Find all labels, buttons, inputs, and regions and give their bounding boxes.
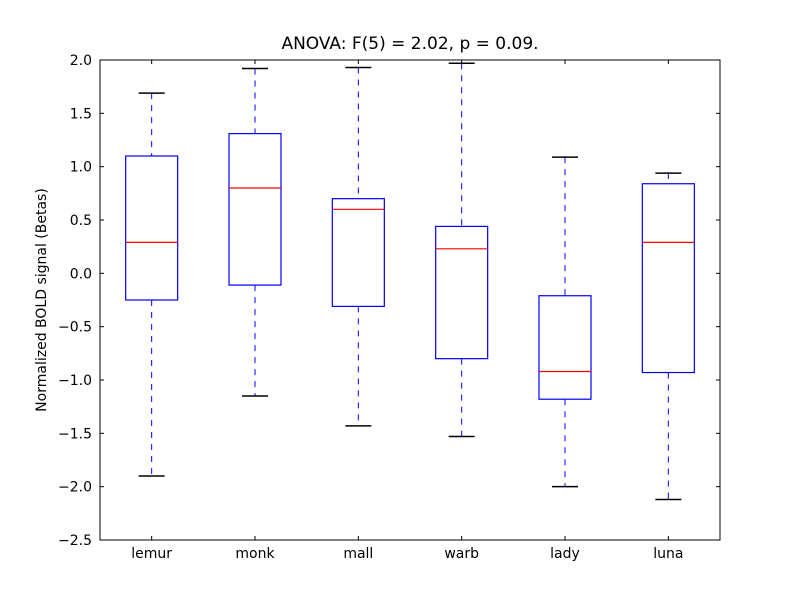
box-lemur (125, 155, 179, 301)
box-lady (538, 295, 592, 400)
y-axis-label: Normalized BOLD signal (Betas) (34, 188, 50, 412)
y-tick-label: −1.5 (58, 426, 92, 442)
y-tick-label: −1.0 (58, 373, 92, 389)
box-warb (435, 225, 489, 360)
y-tick-label: 2.0 (70, 53, 92, 69)
x-tick-label: lemur (131, 546, 172, 562)
chart-title: ANOVA: F(5) = 2.02, p = 0.09. (281, 34, 538, 54)
x-tick-label: warb (444, 546, 479, 562)
box-mall (331, 198, 385, 308)
y-tick-label: −0.5 (58, 320, 92, 336)
y-tick-label: 1.0 (70, 160, 92, 176)
y-tick-label: 0.5 (70, 213, 92, 229)
y-tick-label: −2.0 (58, 480, 92, 496)
box-luna (641, 183, 695, 374)
x-tick-label: mall (343, 546, 373, 562)
x-tick-label: monk (235, 546, 275, 562)
y-tick-label: 0.0 (70, 266, 92, 282)
y-tick-label: −2.5 (58, 533, 92, 549)
axes-frame (99, 59, 721, 541)
y-tick-label: 1.5 (70, 106, 92, 122)
box-monk (228, 133, 282, 286)
x-tick-label: luna (653, 546, 683, 562)
x-tick-label: lady (550, 546, 580, 562)
